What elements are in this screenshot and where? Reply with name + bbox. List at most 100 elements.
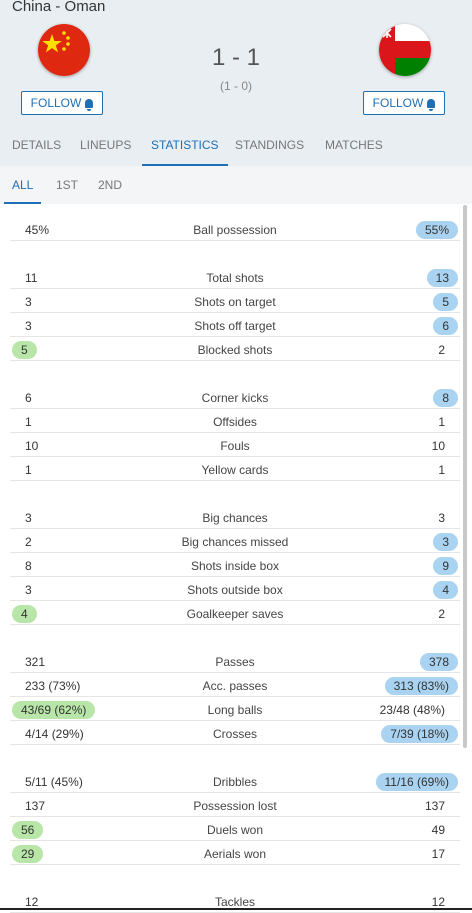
stat-row: Corner kicks 6 8	[10, 385, 460, 409]
stat-home-value: 3	[25, 319, 32, 333]
stat-home-value: 3	[25, 295, 32, 309]
subtab-first-half[interactable]: 1ST	[56, 178, 79, 192]
stat-home-value: 1	[25, 463, 32, 477]
stat-away-value: 2	[438, 343, 445, 357]
stat-away-value: 17	[431, 847, 445, 861]
stat-away-value: 1	[438, 415, 445, 429]
scrollbar[interactable]	[463, 205, 467, 748]
stat-row: Fouls 10 10	[10, 433, 460, 457]
tab-standings[interactable]: STANDINGS	[235, 138, 305, 152]
stat-away-value: 1	[438, 463, 445, 477]
stat-home-value: 3	[25, 583, 32, 597]
stat-away-value: 10	[431, 439, 445, 453]
oman-flag-icon[interactable]	[379, 24, 431, 76]
stat-home-value: 8	[25, 559, 32, 573]
bell-icon	[85, 98, 94, 111]
stat-row: Duels won 56 49	[10, 817, 460, 841]
stat-away-value: 12	[431, 895, 445, 909]
main-tabs: DETAILS LINEUPS STATISTICS STANDINGS MAT…	[0, 124, 472, 167]
subtab-second-half[interactable]: 2ND	[98, 178, 123, 192]
tab-statistics[interactable]: STATISTICS	[142, 124, 228, 166]
stat-label: Passes	[215, 655, 255, 669]
stat-away-value: 5	[433, 293, 458, 311]
match-title: China - Oman	[12, 0, 106, 15]
bell-icon	[427, 98, 436, 111]
subtab-all[interactable]: ALL	[4, 166, 42, 204]
stat-home-value: 56	[12, 821, 44, 839]
tab-matches[interactable]: MATCHES	[325, 138, 383, 152]
stat-home-value: 5/11 (45%)	[25, 775, 83, 789]
stat-label: Shots inside box	[190, 559, 280, 573]
stat-away-value: 2	[438, 607, 445, 621]
stat-away-value: 3	[433, 533, 458, 551]
stat-label: Possession lost	[193, 799, 277, 813]
stat-row: Acc. passes 233 (73%) 313 (83%)	[10, 673, 460, 697]
period-tabs: ALL 1ST 2ND	[0, 166, 472, 204]
follow-home-label: FOLLOW	[30, 96, 82, 110]
stat-label: Aerials won	[203, 847, 267, 861]
follow-away-button[interactable]: FOLLOW	[363, 91, 445, 115]
stat-label: Yellow cards	[201, 463, 269, 477]
stat-home-value: 1	[25, 415, 32, 429]
stat-home-value: 4/14 (29%)	[25, 727, 84, 741]
match-score: 1 - 1	[211, 44, 261, 71]
stat-row: Aerials won 29 17	[10, 841, 460, 865]
stat-label: Total shots	[206, 271, 264, 285]
stat-row: Dribbles 5/11 (45%) 11/16 (69%)	[10, 769, 460, 793]
stat-label: Shots outside box	[187, 583, 283, 597]
stat-row: Goalkeeper saves 4 2	[10, 601, 460, 625]
stat-away-value: 3	[438, 511, 445, 525]
stat-label: Tackles	[214, 895, 255, 909]
stat-row: Long balls 43/69 (62%) 23/48 (48%)	[10, 697, 460, 721]
stat-away-value: 378	[419, 653, 458, 671]
stat-away-value: 137	[424, 799, 445, 813]
stat-away-value: 13	[426, 269, 458, 287]
halftime-score: (1 - 0)	[219, 79, 252, 93]
stat-label: Dribbles	[212, 775, 257, 789]
stat-home-value: 43/69 (62%)	[12, 701, 96, 719]
stat-home-value: 45%	[25, 223, 50, 237]
stat-row: Shots off target 3 6	[10, 313, 460, 337]
stat-row: Passes 321 378	[10, 649, 460, 673]
stat-label: Crosses	[212, 727, 257, 741]
stat-row: Ball possession 45% 55%	[10, 217, 460, 241]
stat-label: Offsides	[213, 415, 257, 429]
stat-home-value: 11	[25, 271, 38, 285]
stat-row: Shots outside box 3 4	[10, 577, 460, 601]
stat-label: Fouls	[220, 439, 250, 453]
stat-label: Big chances missed	[181, 535, 289, 549]
follow-away-label: FOLLOW	[372, 96, 424, 110]
tab-lineups[interactable]: LINEUPS	[80, 138, 132, 152]
stat-label: Long balls	[207, 703, 263, 717]
stat-label: Blocked shots	[197, 343, 273, 357]
stat-away-value: 55%	[415, 221, 458, 239]
stat-away-value: 6	[433, 317, 458, 335]
stat-label: Shots on target	[194, 295, 276, 309]
stat-home-value: 4	[12, 605, 37, 623]
stat-row: Shots inside box 8 9	[10, 553, 460, 577]
stat-away-value: 313 (83%)	[384, 677, 458, 695]
stat-row: Offsides 1 1	[10, 409, 460, 433]
stat-label: Shots off target	[194, 319, 276, 333]
follow-home-button[interactable]: FOLLOW	[21, 91, 103, 115]
stat-away-value: 49	[431, 823, 445, 837]
stat-away-value: 7/39 (18%)	[381, 725, 458, 743]
stat-home-value: 12	[25, 895, 39, 909]
stat-row: Total shots 11 13	[10, 265, 460, 289]
tab-details[interactable]: DETAILS	[12, 138, 62, 152]
stat-home-value: 6	[25, 391, 32, 405]
stat-label: Corner kicks	[201, 391, 269, 405]
stat-away-value: 8	[433, 389, 458, 407]
stat-row: Yellow cards 1 1	[10, 457, 460, 481]
stat-label: Big chances	[202, 511, 268, 525]
stat-home-value: 3	[25, 511, 32, 525]
stat-home-value: 5	[12, 341, 37, 359]
china-flag-icon[interactable]	[38, 24, 90, 76]
bottom-divider	[0, 908, 472, 910]
match-header: China - Oman 1 - 1 (1 - 0) FOLLOW FOLLOW	[0, 0, 472, 124]
stat-away-value: 23/48 (48%)	[379, 703, 445, 717]
stat-home-value: 10	[25, 439, 39, 453]
stat-label: Acc. passes	[202, 679, 268, 693]
stat-home-value: 137	[25, 799, 46, 813]
stat-row: Crosses 4/14 (29%) 7/39 (18%)	[10, 721, 460, 745]
